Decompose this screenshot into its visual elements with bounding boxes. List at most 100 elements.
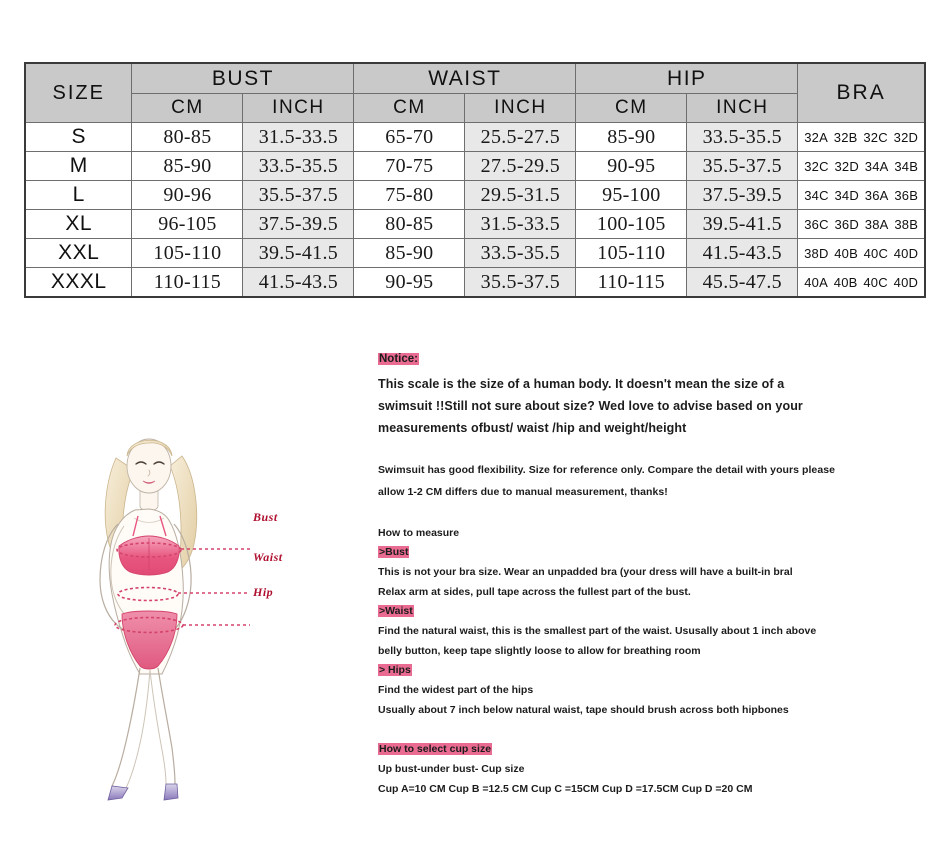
bra-size: 34A <box>864 158 889 174</box>
table-row: M 85-90 33.5-35.5 70-75 27.5-29.5 90-95 35.5-3… <box>24 151 926 181</box>
column-header-waist: WAIST <box>353 62 577 94</box>
cell-bust-cm: 110-115 <box>131 267 244 298</box>
column-header-hip: HIP <box>575 62 799 94</box>
bra-size: 36A <box>864 187 889 203</box>
bra-size: 32A <box>804 129 828 145</box>
bra-size: 32C <box>863 129 888 145</box>
flexibility-line-1: Swimsuit has good flexibility. Size for … <box>378 464 835 476</box>
cup-size-instructions: Up bust-under bust- Cup size Cup A=10 CM… <box>378 759 938 799</box>
cell-bust-inch: 35.5-37.5 <box>242 180 355 210</box>
cell-hip-inch: 41.5-43.5 <box>686 238 799 268</box>
hips-instructions: Find the widest part of the hips Usually… <box>378 680 938 720</box>
nose <box>147 469 151 477</box>
column-header-waist-inch: INCH <box>464 93 577 123</box>
cell-bra: 38D 40B 40C 40D <box>797 238 926 268</box>
flexibility-paragraph: Swimsuit has good flexibility. Size for … <box>378 459 938 503</box>
eye-left <box>135 461 147 465</box>
arm-left-inner <box>110 525 128 618</box>
head <box>126 438 172 494</box>
bra-size: 34C <box>804 187 829 203</box>
cell-hip-inch: 45.5-47.5 <box>686 267 799 298</box>
cell-bust-inch: 41.5-43.5 <box>242 267 355 298</box>
bra-size: 34D <box>834 187 859 203</box>
cell-bust-inch: 39.5-41.5 <box>242 238 355 268</box>
waist-line-2: belly button, keep tape slightly loose t… <box>378 645 701 657</box>
bra-size-list: 36C 36D 38A 38B <box>798 217 924 232</box>
bra-size: 36D <box>834 216 859 232</box>
bra-size: 40C <box>863 245 889 261</box>
cell-waist-cm: 85-90 <box>353 238 466 268</box>
leg-left-outer <box>111 667 141 787</box>
cell-bra: 40A 40B 40C 40D <box>797 267 926 298</box>
cell-size: XXXL <box>24 267 133 298</box>
bra-size: 32D <box>834 158 859 174</box>
cell-hip-cm: 110-115 <box>575 267 688 298</box>
bra-size-list: 32A 32B 32C 32D <box>798 130 924 145</box>
notice-paragraph: This scale is the size of a human body. … <box>378 373 938 439</box>
column-header-waist-cm: CM <box>353 93 466 123</box>
bra-size: 38B <box>894 216 919 232</box>
cup-line-2: Cup A=10 CM Cup B =12.5 CM Cup C =15CM C… <box>378 783 753 795</box>
cell-hip-cm: 85-90 <box>575 122 688 152</box>
bust-tag-row: >Bust <box>378 543 938 562</box>
table-header-row-group: SIZE BUST WAIST HIP BRA <box>24 62 926 123</box>
bra-size: 32D <box>893 129 919 145</box>
cell-hip-inch: 39.5-41.5 <box>686 209 799 239</box>
cell-bust-cm: 105-110 <box>131 238 244 268</box>
bra-size-list: 40A 40B 40C 40D <box>798 275 924 290</box>
female-figure-drawing <box>99 438 250 801</box>
spacer-3 <box>378 720 938 740</box>
bra-size: 34B <box>894 158 919 174</box>
label-hip: Hip <box>253 585 274 599</box>
label-waist: Waist <box>253 550 283 564</box>
notice-heading-row: Notice: <box>378 352 938 366</box>
bust-instructions: This is not your bra size. Wear an unpad… <box>378 562 938 602</box>
notice-panel: Notice: This scale is the size of a huma… <box>378 352 938 799</box>
table-row: XXXL 110-115 41.5-43.5 90-95 35.5-37.5 110-11… <box>24 267 926 298</box>
cell-size: S <box>24 122 133 152</box>
bra-size: 38D <box>804 245 829 261</box>
spacer-1 <box>378 439 938 459</box>
lips <box>142 480 156 484</box>
table-row: XL 96-105 37.5-39.5 80-85 31.5-33.5 100-105 39… <box>24 209 926 239</box>
bikini-strap-left <box>132 515 139 537</box>
cell-waist-cm: 80-85 <box>353 209 466 239</box>
notice-line-2: swimsuit !!Still not sure about size? We… <box>378 399 803 413</box>
column-header-hip-inch: INCH <box>686 93 799 123</box>
cell-bust-cm: 85-90 <box>131 151 244 181</box>
eye-right <box>153 461 165 465</box>
cup-heading-row: How to select cup size <box>378 740 938 759</box>
leg-right-inner <box>149 669 167 785</box>
bra-size: 32C <box>804 158 829 174</box>
cell-bra: 32A 32B 32C 32D <box>797 122 926 152</box>
bra-size: 38A <box>864 216 889 232</box>
cell-waist-cm: 75-80 <box>353 180 466 210</box>
bust-line-1: This is not your bra size. Wear an unpad… <box>378 566 793 578</box>
column-header-bust-cm: CM <box>131 93 244 123</box>
column-header-hip-cm: CM <box>575 93 688 123</box>
cell-waist-inch: 25.5-27.5 <box>464 122 577 152</box>
cell-bust-inch: 33.5-35.5 <box>242 151 355 181</box>
column-header-bust: BUST <box>131 62 355 94</box>
cell-size: XXL <box>24 238 133 268</box>
notice-heading: Notice: <box>378 353 419 365</box>
waist-instructions: Find the natural waist, this is the smal… <box>378 621 938 661</box>
body-measurement-illustration: Bust Waist Hip <box>78 418 318 818</box>
shoe-left <box>107 785 129 801</box>
bra-size-list: 34C 34D 36A 36B <box>798 188 924 203</box>
cell-waist-inch: 35.5-37.5 <box>464 267 577 298</box>
table-header-row-units: CM INCH CM INCH CM INCH <box>25 93 925 123</box>
bra-size-list: 38D 40B 40C 40D <box>798 246 924 261</box>
cell-bust-cm: 96-105 <box>131 209 244 239</box>
cell-hip-cm: 95-100 <box>575 180 688 210</box>
bra-size: 40B <box>833 274 858 290</box>
hips-section-tag: > Hips <box>378 664 412 676</box>
how-to-measure-heading: How to measure <box>378 527 460 539</box>
bra-size: 36C <box>804 216 829 232</box>
column-header-bra: BRA <box>797 62 926 123</box>
bust-tape-line <box>116 542 182 558</box>
label-bust: Bust <box>253 510 278 524</box>
cell-waist-cm: 90-95 <box>353 267 466 298</box>
cell-waist-inch: 33.5-35.5 <box>464 238 577 268</box>
arm-right <box>173 523 192 629</box>
